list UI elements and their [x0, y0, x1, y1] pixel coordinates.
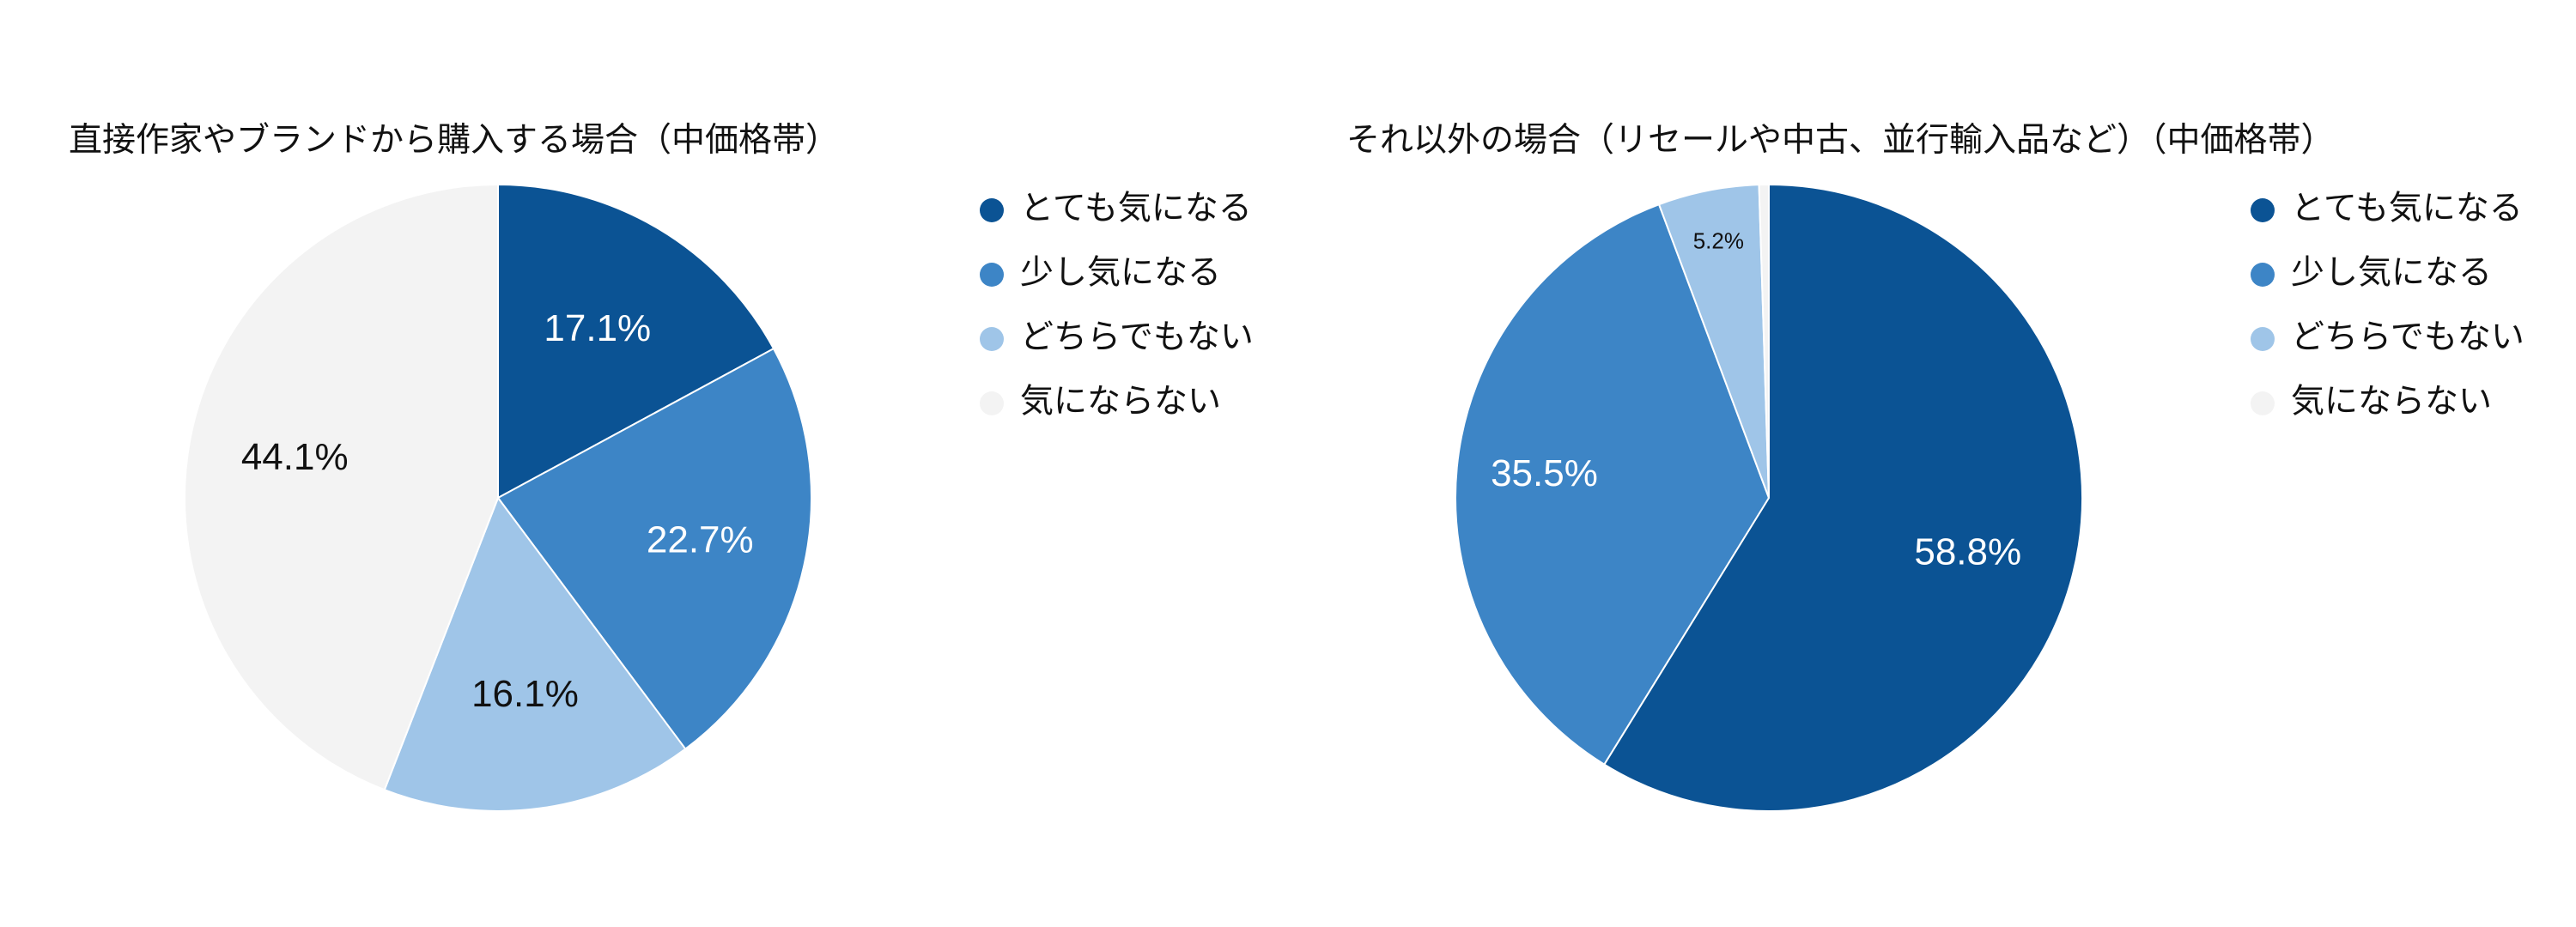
chart-title: それ以外の場合（リセールや中古、並行輸入品など）（中価格帯） — [1346, 121, 2335, 160]
legend-marker-3 — [980, 327, 1004, 351]
legend-marker-4 — [2251, 391, 2275, 415]
pie-chart-other: それ以外の場合（リセールや中古、並行輸入品など）（中価格帯） 58.8% 35.5… — [1346, 121, 2524, 812]
pie-slice-4 — [1758, 183, 1770, 499]
chart-title: 直接作家やブランドから購入する場合（中価格帯） — [69, 121, 839, 160]
legend-marker-4 — [980, 391, 1004, 415]
pie-labels: 17.1% 22.7% 16.1% 44.1% — [241, 307, 754, 715]
legend-label-1: とても気になる — [1020, 190, 1252, 228]
legend-marker-2 — [980, 263, 1004, 287]
legend-label-2: 少し気になる — [2291, 254, 2492, 293]
slice-label-1: 58.8% — [1914, 530, 2021, 573]
pie-slices — [184, 183, 812, 812]
legend-label-4: 気にならない — [2291, 383, 2492, 421]
legend-marker-2 — [2251, 263, 2275, 287]
legend-label-3: どちらでもない — [2291, 318, 2524, 357]
legend-label-2: 少し気になる — [1020, 254, 1221, 293]
pie-slice-1 — [1602, 183, 2083, 812]
pie-slice-3 — [383, 495, 687, 812]
pie-slice-2 — [496, 347, 812, 750]
slice-label-2: 22.7% — [647, 518, 754, 560]
legend-label-3: どちらでもない — [1020, 318, 1254, 357]
legend-marker-1 — [980, 198, 1004, 222]
pie-chart-direct: 直接作家やブランドから購入する場合（中価格帯） 17.1% 22.7% 16.1% 4… — [69, 121, 1254, 812]
slice-label-3: 5.2% — [1693, 228, 1744, 254]
pie-slices — [1455, 183, 2083, 812]
pie-slice-2 — [1455, 203, 1771, 766]
chart-panel-other: それ以外の場合（リセールや中古、並行輸入品など）（中価格帯） 58.8% 35.5… — [1288, 0, 2576, 927]
legend-marker-3 — [2251, 327, 2275, 351]
legend-label-1: とても気になる — [2291, 190, 2523, 228]
pie-labels: 58.8% 35.5% 5.2% — [1491, 228, 2021, 573]
pie-slice-4 — [184, 183, 499, 791]
slice-label-3: 16.1% — [471, 673, 579, 715]
slice-label-1: 17.1% — [544, 307, 651, 349]
chart-panel-direct: 直接作家やブランドから購入する場合（中価格帯） 17.1% 22.7% 16.1% 4… — [69, 121, 1254, 812]
legend-label-4: 気にならない — [1020, 383, 1221, 421]
pie-slice-1 — [497, 183, 775, 500]
slice-label-4: 44.1% — [241, 436, 349, 478]
slice-label-2: 35.5% — [1491, 452, 1598, 494]
legend-marker-1 — [2251, 198, 2275, 222]
